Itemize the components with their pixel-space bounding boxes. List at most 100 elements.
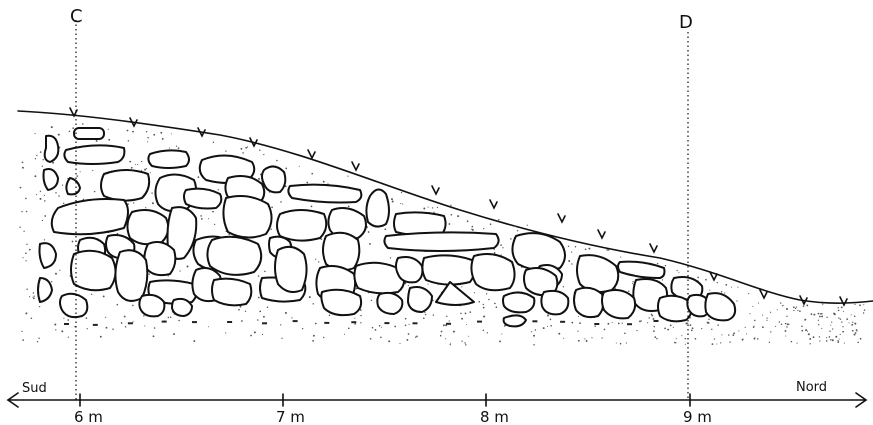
stipple-dot xyxy=(584,338,586,340)
orientation-label-right: Nord xyxy=(796,380,827,395)
stone xyxy=(37,277,53,303)
stipple-dot xyxy=(253,331,256,334)
scale-tick-label: 9 m xyxy=(683,408,712,425)
stipple-dot xyxy=(102,295,105,298)
stipple-dot xyxy=(744,326,746,328)
stipple-dot xyxy=(29,296,31,298)
stone xyxy=(42,168,59,191)
stipple-dot xyxy=(144,168,146,171)
stipple-dot xyxy=(534,329,537,331)
stipple-dot xyxy=(684,343,686,345)
stipple-dot xyxy=(19,186,22,189)
stipple-dot xyxy=(731,286,733,288)
stone xyxy=(126,209,170,246)
stipple-dot xyxy=(563,337,565,339)
stipple-dot xyxy=(859,304,861,307)
stipple-dot xyxy=(567,245,570,248)
stipple-dot xyxy=(711,343,714,345)
stipple-dot xyxy=(464,342,466,344)
stipple-dot xyxy=(494,302,496,305)
stipple-dot xyxy=(826,337,828,339)
stipple-dot xyxy=(625,342,627,344)
stipple-dot xyxy=(809,343,811,345)
stipple-dot xyxy=(34,133,36,135)
stipple-dot xyxy=(471,228,474,231)
stipple-dot xyxy=(574,245,577,248)
stipple-dot xyxy=(648,317,650,319)
stipple-dot xyxy=(276,159,278,162)
stipple-dot xyxy=(44,215,47,217)
scale-tick-label: 6 m xyxy=(74,408,103,425)
stipple-dot xyxy=(533,343,535,346)
stipple-dot xyxy=(38,337,40,339)
stone xyxy=(59,292,89,319)
stipple-dot xyxy=(43,239,46,241)
stipple-dot xyxy=(526,224,528,226)
stipple-dot xyxy=(241,320,243,322)
stipple-dot xyxy=(130,166,133,169)
stipple-dot xyxy=(694,337,697,340)
stipple-dot xyxy=(378,325,381,327)
stipple-dot xyxy=(833,313,836,316)
stone xyxy=(287,183,363,204)
stone xyxy=(100,169,151,202)
stipple-dot xyxy=(212,210,214,213)
stipple-dot xyxy=(601,337,603,339)
stipple-dot xyxy=(168,147,170,149)
stipple-dot xyxy=(400,192,403,194)
stipple-dot xyxy=(752,305,754,307)
stipple-dot xyxy=(50,126,53,129)
stipple-dot xyxy=(585,340,588,342)
stipple-dot xyxy=(468,335,470,337)
stipple-dot xyxy=(770,331,772,333)
stipple-dot xyxy=(145,207,147,209)
stipple-dot xyxy=(145,130,148,133)
stipple-dot xyxy=(466,324,468,325)
stipple-dot xyxy=(175,145,178,147)
stipple-dot xyxy=(684,337,687,340)
stipple-dot xyxy=(831,339,834,342)
stipple-dot xyxy=(594,325,596,327)
stipple-dot xyxy=(725,284,728,286)
axis-arrow-right-icon xyxy=(855,392,868,408)
stipple-dot xyxy=(652,317,655,320)
stipple-dot xyxy=(498,219,500,221)
stipple-dot xyxy=(562,286,565,288)
stipple-dot xyxy=(804,318,807,321)
stipple-dot xyxy=(22,339,25,341)
stipple-dot xyxy=(55,272,57,275)
stipple-dot xyxy=(488,298,490,301)
stone xyxy=(407,286,433,313)
stipple-dot xyxy=(147,137,149,139)
stipple-dot xyxy=(25,210,28,213)
stipple-dot xyxy=(261,333,264,336)
stone xyxy=(276,209,328,242)
stipple-dot xyxy=(736,300,738,302)
stipple-dot xyxy=(426,197,428,200)
stipple-dot xyxy=(628,290,630,292)
stipple-dot xyxy=(848,322,850,324)
stone xyxy=(166,206,198,260)
stipple-dot xyxy=(359,309,362,311)
stipple-dot xyxy=(208,218,210,220)
stipple-dot xyxy=(842,330,844,333)
stipple-dot xyxy=(478,301,481,303)
stipple-dot xyxy=(813,313,816,316)
stipple-dot xyxy=(370,299,373,302)
stipple-dot xyxy=(311,172,314,175)
stipple-dot xyxy=(259,149,261,151)
stipple-dot xyxy=(853,333,856,336)
stone xyxy=(211,277,253,307)
stipple-dot xyxy=(650,313,653,316)
stipple-dot xyxy=(830,324,832,326)
stipple-dot xyxy=(621,322,623,324)
stipple-dot xyxy=(269,191,271,193)
stipple-dot xyxy=(729,341,731,343)
stipple-dot xyxy=(495,306,498,309)
stipple-dot xyxy=(177,147,180,149)
stipple-dot xyxy=(39,151,42,153)
stipple-dot xyxy=(664,327,666,330)
stipple-dot xyxy=(461,317,464,320)
stipple-dot xyxy=(707,322,710,324)
